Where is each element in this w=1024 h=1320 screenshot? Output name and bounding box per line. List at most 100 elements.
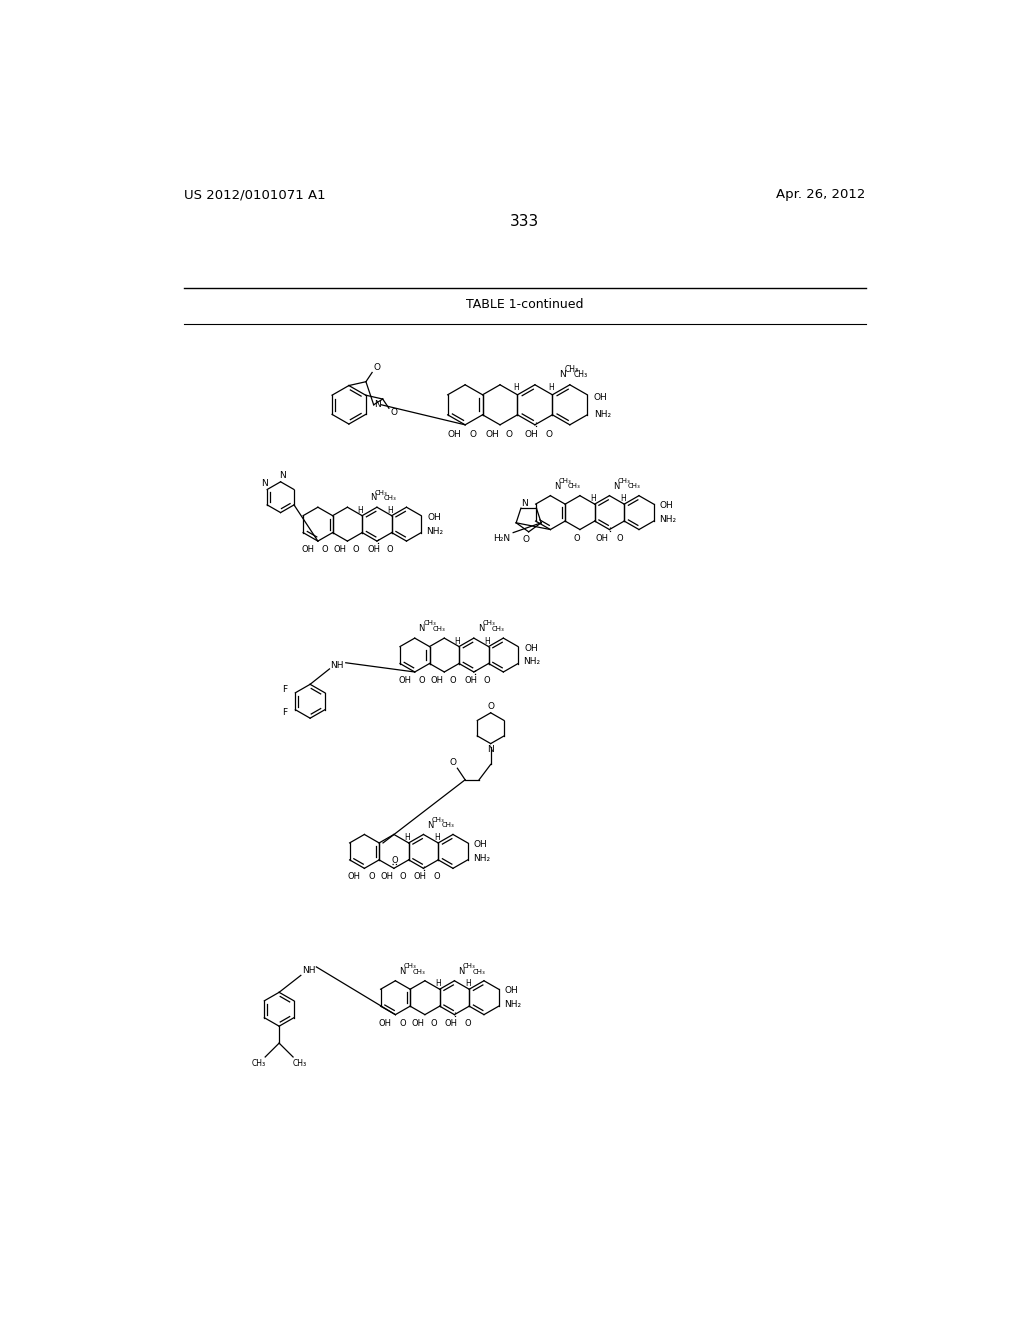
Text: H: H bbox=[513, 383, 519, 392]
Text: O: O bbox=[352, 545, 359, 554]
Text: CH₃: CH₃ bbox=[617, 478, 631, 484]
Text: O: O bbox=[433, 873, 440, 882]
Text: O: O bbox=[483, 676, 490, 685]
Text: N: N bbox=[554, 482, 560, 491]
Text: CH₃: CH₃ bbox=[568, 483, 581, 490]
Text: H: H bbox=[620, 494, 626, 503]
Text: O: O bbox=[399, 1019, 406, 1027]
Text: O: O bbox=[419, 676, 425, 685]
Text: O: O bbox=[322, 545, 328, 554]
Text: OH: OH bbox=[381, 873, 393, 882]
Text: OH: OH bbox=[660, 502, 674, 510]
Text: OH: OH bbox=[368, 545, 380, 554]
Text: O: O bbox=[617, 533, 624, 543]
Text: O: O bbox=[390, 408, 397, 417]
Text: OH: OH bbox=[301, 545, 314, 554]
Text: NH₂: NH₂ bbox=[594, 409, 611, 418]
Text: O: O bbox=[523, 535, 529, 544]
Text: OH: OH bbox=[594, 392, 607, 401]
Text: H: H bbox=[590, 494, 596, 503]
Text: O: O bbox=[450, 676, 456, 685]
Text: CH₃: CH₃ bbox=[441, 822, 454, 828]
Text: O: O bbox=[430, 1019, 437, 1027]
Text: N: N bbox=[520, 499, 527, 508]
Text: NH₂: NH₂ bbox=[523, 657, 541, 667]
Text: NH₂: NH₂ bbox=[427, 527, 443, 536]
Text: H: H bbox=[548, 383, 554, 392]
Text: F: F bbox=[282, 709, 287, 717]
Text: N: N bbox=[559, 371, 565, 379]
Text: OH: OH bbox=[414, 873, 427, 882]
Text: TABLE 1-continued: TABLE 1-continued bbox=[466, 298, 584, 310]
Text: OH: OH bbox=[505, 986, 519, 995]
Text: CH₃: CH₃ bbox=[564, 364, 579, 374]
Text: OH: OH bbox=[427, 512, 441, 521]
Text: CH₃: CH₃ bbox=[413, 969, 426, 974]
Text: O: O bbox=[450, 759, 457, 767]
Text: N: N bbox=[280, 471, 287, 480]
Text: N: N bbox=[261, 479, 268, 488]
Text: N: N bbox=[419, 624, 425, 634]
Text: CH₃: CH₃ bbox=[375, 490, 387, 495]
Text: CH₃: CH₃ bbox=[403, 964, 417, 969]
Text: N: N bbox=[374, 400, 381, 409]
Text: CH₃: CH₃ bbox=[292, 1059, 306, 1068]
Text: US 2012/0101071 A1: US 2012/0101071 A1 bbox=[183, 189, 326, 202]
Text: H: H bbox=[455, 636, 461, 645]
Text: 333: 333 bbox=[510, 214, 540, 230]
Text: OH: OH bbox=[379, 1019, 392, 1027]
Text: N: N bbox=[370, 494, 376, 503]
Text: H: H bbox=[357, 506, 364, 515]
Text: OH: OH bbox=[447, 429, 461, 438]
Text: CH₃: CH₃ bbox=[384, 495, 396, 502]
Text: O: O bbox=[399, 873, 406, 882]
Text: O: O bbox=[573, 533, 581, 543]
Text: H₂N: H₂N bbox=[493, 533, 510, 543]
Text: H: H bbox=[387, 506, 393, 515]
Text: Apr. 26, 2012: Apr. 26, 2012 bbox=[776, 189, 866, 202]
Text: O: O bbox=[487, 702, 495, 711]
Text: CH₃: CH₃ bbox=[463, 964, 475, 969]
Text: O: O bbox=[506, 429, 513, 438]
Text: NH: NH bbox=[331, 661, 344, 671]
Text: CH₃: CH₃ bbox=[559, 478, 571, 484]
Text: O: O bbox=[469, 429, 476, 438]
Text: O: O bbox=[387, 545, 393, 554]
Text: CH₃: CH₃ bbox=[482, 620, 495, 627]
Text: OH: OH bbox=[398, 676, 412, 685]
Text: CH₃: CH₃ bbox=[627, 483, 640, 490]
Text: F: F bbox=[282, 685, 287, 694]
Text: N: N bbox=[613, 482, 620, 491]
Text: NH₂: NH₂ bbox=[659, 515, 676, 524]
Text: CH₃: CH₃ bbox=[432, 626, 445, 632]
Text: OH: OH bbox=[525, 429, 539, 438]
Text: OH: OH bbox=[431, 676, 443, 685]
Text: N: N bbox=[477, 624, 484, 634]
Text: OH: OH bbox=[348, 873, 360, 882]
Text: CH₃: CH₃ bbox=[432, 817, 444, 822]
Text: OH: OH bbox=[334, 545, 347, 554]
Text: H: H bbox=[435, 979, 441, 989]
Text: H: H bbox=[465, 979, 471, 989]
Text: CH₃: CH₃ bbox=[492, 626, 504, 632]
Text: N: N bbox=[427, 821, 433, 830]
Text: NH₂: NH₂ bbox=[473, 854, 490, 863]
Text: N: N bbox=[487, 746, 494, 754]
Text: OH: OH bbox=[485, 429, 499, 438]
Text: O: O bbox=[546, 429, 552, 438]
Text: O: O bbox=[368, 873, 375, 882]
Text: N: N bbox=[459, 968, 465, 975]
Text: N: N bbox=[399, 968, 406, 975]
Text: NH: NH bbox=[302, 966, 315, 975]
Text: CH₃: CH₃ bbox=[472, 969, 485, 974]
Text: CH₃: CH₃ bbox=[252, 1059, 266, 1068]
Text: CH₃: CH₃ bbox=[423, 620, 436, 627]
Text: O: O bbox=[464, 1019, 471, 1027]
Text: OH: OH bbox=[595, 533, 608, 543]
Text: OH: OH bbox=[444, 1019, 458, 1027]
Text: OH: OH bbox=[464, 676, 477, 685]
Text: H: H bbox=[404, 833, 410, 842]
Text: H: H bbox=[434, 833, 439, 842]
Text: O: O bbox=[374, 363, 380, 372]
Text: CH₃: CH₃ bbox=[573, 371, 588, 379]
